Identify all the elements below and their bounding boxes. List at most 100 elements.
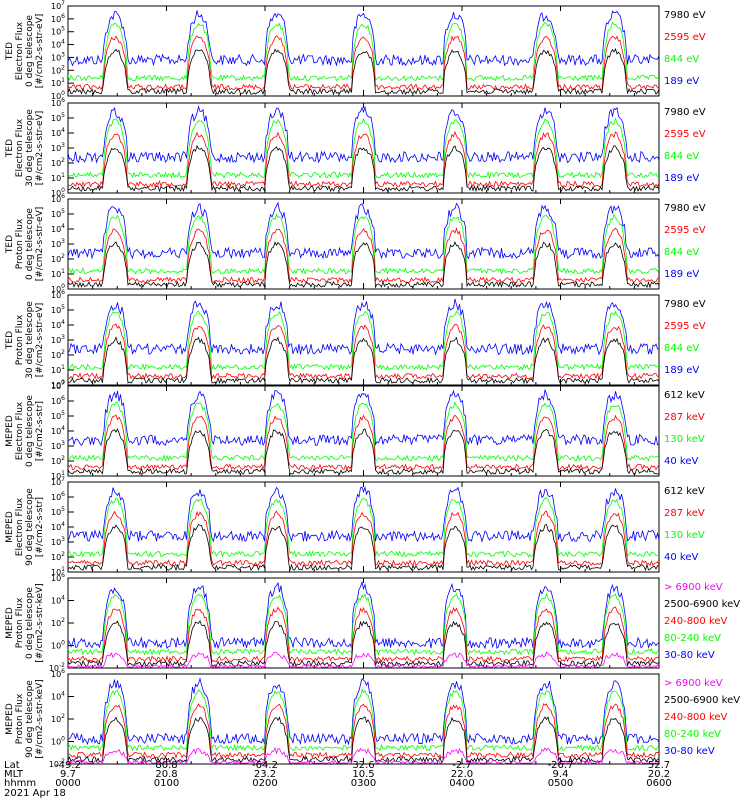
legend-entry: 189 eV <box>664 269 699 280</box>
trace-group <box>68 298 659 385</box>
footer-tick-lat: 52.7 <box>648 760 670 771</box>
legend-entry: 7980 eV <box>664 107 706 118</box>
y-tick-label: 107 <box>51 476 65 487</box>
y-tick-label: 106 <box>51 13 65 24</box>
y-axis-label: Proton Flux <box>15 693 25 744</box>
y-tick-label: 104 <box>51 319 65 330</box>
y-tick-label: 104 <box>51 223 65 234</box>
series-trace <box>68 485 659 543</box>
series-trace <box>68 336 659 385</box>
trace-group <box>68 580 659 668</box>
panel-8: 10-2 100 102 104 106 MEPED Proton Flux 90 deg t… <box>5 668 740 769</box>
y-axis-label: [#/cm2-s-str-eV] <box>35 207 45 282</box>
trace-group <box>68 677 659 764</box>
trace-group <box>68 105 659 193</box>
series-trace <box>68 688 659 752</box>
footer-tick-hhmm: 0300 <box>351 778 376 789</box>
footer-tick-mlt: 20.2 <box>648 769 670 780</box>
y-tick-label: 101 <box>51 364 65 375</box>
legend-entry: 2595 eV <box>664 129 706 140</box>
y-axis-label: [#/cm2-s-str-keV] <box>35 679 45 758</box>
y-tick-label: 101 <box>51 470 65 481</box>
footer-label-hhmm: hhmm <box>4 778 36 789</box>
footer-tick-lat: -49.2 <box>55 760 81 771</box>
legend-entry: 240-800 keV <box>664 712 728 723</box>
y-axis-label: Electron Flux <box>15 21 25 80</box>
y-tick-label: 103 <box>51 238 65 249</box>
y-tick-label: 103 <box>51 536 65 547</box>
y-tick-label: 106 <box>51 289 65 300</box>
series-trace <box>68 130 659 188</box>
y-tick-label: 104 <box>51 521 65 532</box>
y-axis-label: Electron Flux <box>15 497 25 556</box>
series-trace <box>68 310 659 371</box>
trace-group <box>68 201 659 289</box>
legend-entry: 612 keV <box>664 390 705 401</box>
series-trace <box>68 323 659 380</box>
y-tick-label: 102 <box>51 349 65 360</box>
y-axis-label: 0 deg telescope <box>25 15 35 87</box>
y-tick-label: 103 <box>51 142 65 153</box>
series-trace <box>68 716 659 764</box>
series-trace <box>68 523 659 572</box>
footer-tick-lat: -64.2 <box>252 760 278 771</box>
y-axis-label: Proton Flux <box>15 597 25 648</box>
series-trace <box>68 35 659 91</box>
panel-3: 100 101 102 103 104 105 106 TED Proton Flux 0 deg… <box>5 193 706 294</box>
footer-tick-hhmm: 0000 <box>55 778 80 789</box>
legend-entry: 844 eV <box>664 54 699 65</box>
y-axis-label: 0 deg telescope <box>25 208 35 280</box>
series-trace <box>68 619 659 668</box>
y-axis-label: Proton Flux <box>15 218 25 269</box>
y-axis-label: MEPED <box>5 511 15 543</box>
legend-entry: 80-240 keV <box>664 729 721 740</box>
series-trace <box>68 388 659 447</box>
footer-tick-hhmm: 0600 <box>646 778 671 789</box>
y-tick-label: 104 <box>51 425 65 436</box>
y-tick-label: 100 <box>51 640 65 651</box>
legend-entry: 287 keV <box>664 412 705 423</box>
footer-tick-mlt: 22.0 <box>451 769 473 780</box>
y-axis-label: 90 deg telescope <box>25 488 35 566</box>
legend-entry: 287 keV <box>664 508 705 519</box>
y-axis-label: 90 deg telescope <box>25 680 35 758</box>
footer-tick-mlt: 9.4 <box>553 769 569 780</box>
y-tick-label: 103 <box>51 334 65 345</box>
y-axis-label: Proton Flux <box>15 314 25 365</box>
panel-frame <box>67 385 660 477</box>
series-trace <box>68 677 659 746</box>
y-tick-label: 102 <box>51 253 65 264</box>
panel-4: 100 101 102 103 104 105 106 TED Proton Flux 30 de… <box>5 289 706 390</box>
y-tick-label: 100 <box>51 283 65 294</box>
y-tick-label: 104 <box>51 595 65 606</box>
trace-group <box>68 10 659 96</box>
series-trace <box>68 117 659 179</box>
series-trace <box>68 21 659 82</box>
panel-6: 101 102 103 104 105 106 107 MEPED Electron Flux 9… <box>5 476 705 577</box>
legend-entry: 30-80 keV <box>664 650 715 661</box>
footer-tick-hhmm: 0500 <box>548 778 573 789</box>
legend-entry: 189 eV <box>664 76 699 87</box>
footer-tick-hhmm: 0100 <box>154 778 179 789</box>
legend-entry: 2595 eV <box>664 225 706 236</box>
y-tick-label: 102 <box>51 455 65 466</box>
y-axis-label: [#/cm2-s-str-eV] <box>35 303 45 378</box>
legend-entry: 844 eV <box>664 247 699 258</box>
footer-tick-mlt: 20.8 <box>155 769 177 780</box>
legend-entry: 189 eV <box>664 173 699 184</box>
series-trace <box>68 401 659 462</box>
panel-5: 101 102 103 104 105 106 107 MEPED Electron Flux 0… <box>5 380 705 481</box>
y-tick-label: 100 <box>51 187 65 198</box>
legend-entry: 130 keV <box>664 530 705 541</box>
panel-frame <box>67 294 660 386</box>
legend-entry: 189 eV <box>664 365 699 376</box>
trace-group <box>68 485 659 572</box>
y-tick-label: 106 <box>51 97 65 108</box>
y-tick-label: 102 <box>51 713 65 724</box>
y-tick-label: 100 <box>51 90 65 101</box>
legend-entry: 7980 eV <box>664 10 706 21</box>
series-trace <box>68 241 659 289</box>
date-label: 2021 Apr 18 <box>4 788 66 799</box>
